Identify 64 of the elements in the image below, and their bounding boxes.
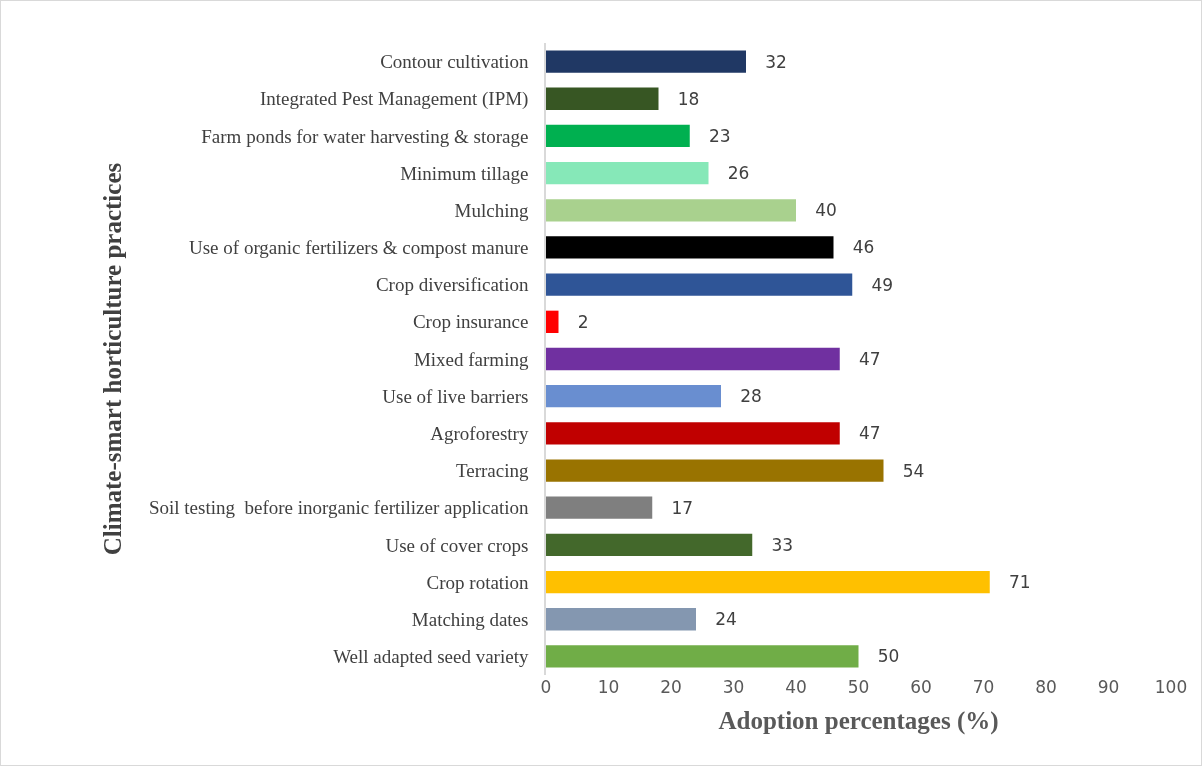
bar xyxy=(546,273,853,296)
data-label: 33 xyxy=(755,534,794,555)
y-tick-label: Minimum tillage xyxy=(400,162,529,184)
y-tick-label: Crop insurance xyxy=(412,311,529,333)
x-tick-label: 100 xyxy=(1154,677,1188,697)
bar xyxy=(546,161,709,185)
data-label: 28 xyxy=(724,386,762,407)
bar xyxy=(546,236,834,259)
bar xyxy=(546,310,559,333)
bar xyxy=(546,496,653,519)
bar xyxy=(546,570,990,594)
y-tick-label: Farm ponds for water harvesting & storage xyxy=(201,125,529,147)
y-tick-label: Matching dates xyxy=(411,608,529,630)
y-tick-label: Use of live barriers xyxy=(382,385,529,407)
x-tick-label: 50 xyxy=(847,677,870,697)
x-tick-label: 60 xyxy=(910,677,932,697)
data-label: 46 xyxy=(836,237,875,258)
bar xyxy=(546,347,840,371)
y-tick-label: Terracing xyxy=(455,460,529,482)
data-label: 23 xyxy=(692,125,731,146)
x-tick-label: 70 xyxy=(972,677,995,697)
bar xyxy=(546,124,690,148)
x-tick-label: 10 xyxy=(597,677,620,697)
bar xyxy=(546,645,859,668)
y-tick-label: Use of cover crops xyxy=(385,534,529,556)
bar xyxy=(546,422,840,445)
data-label: 47 xyxy=(842,423,881,444)
y-tick-label: Soil testing before inorganic fertilizer application xyxy=(148,497,529,519)
y-tick-label: Mulching xyxy=(454,199,529,221)
data-label: 2 xyxy=(561,311,589,332)
y-tick-label: Use of organic fertilizers & compost manure xyxy=(189,237,529,259)
y-tick-label: Well adapted seed variety xyxy=(333,646,529,668)
data-label: 18 xyxy=(661,88,700,109)
data-label: 26 xyxy=(711,163,750,184)
x-tick-label: 0 xyxy=(540,677,552,697)
data-label: 32 xyxy=(749,51,787,72)
data-label: 17 xyxy=(655,497,694,518)
x-axis-title: Adoption percentages (%) xyxy=(718,707,999,735)
x-tick-label: 30 xyxy=(722,677,745,697)
y-tick-label: Crop diversification xyxy=(375,274,529,296)
data-label: 50 xyxy=(861,646,900,667)
bar xyxy=(546,608,696,631)
y-tick-label: Crop rotation xyxy=(426,571,529,593)
y-tick-label: Agroforestry xyxy=(430,423,529,444)
x-tick-label: 90 xyxy=(1097,677,1120,697)
data-label: 49 xyxy=(855,274,894,295)
bar xyxy=(546,199,796,222)
data-label: 54 xyxy=(886,460,925,481)
y-tick-label: Contour cultivation xyxy=(380,51,529,73)
data-label: 47 xyxy=(842,349,881,369)
bar xyxy=(546,385,721,408)
bar xyxy=(546,459,884,482)
data-label: 71 xyxy=(992,572,1031,593)
data-label: 40 xyxy=(799,200,837,221)
x-tick-label: 20 xyxy=(660,677,682,697)
bar xyxy=(546,533,753,557)
x-tick-label: 40 xyxy=(785,677,807,697)
y-tick-label: Integrated Pest Management (IPM) xyxy=(259,88,529,111)
bar xyxy=(546,50,746,73)
y-axis-title: Climate-smart horticulture practices xyxy=(99,162,127,556)
y-tick-label: Mixed farming xyxy=(413,348,529,370)
data-label: 24 xyxy=(699,609,737,630)
bar xyxy=(546,87,659,110)
x-tick-label: 80 xyxy=(1035,677,1057,697)
